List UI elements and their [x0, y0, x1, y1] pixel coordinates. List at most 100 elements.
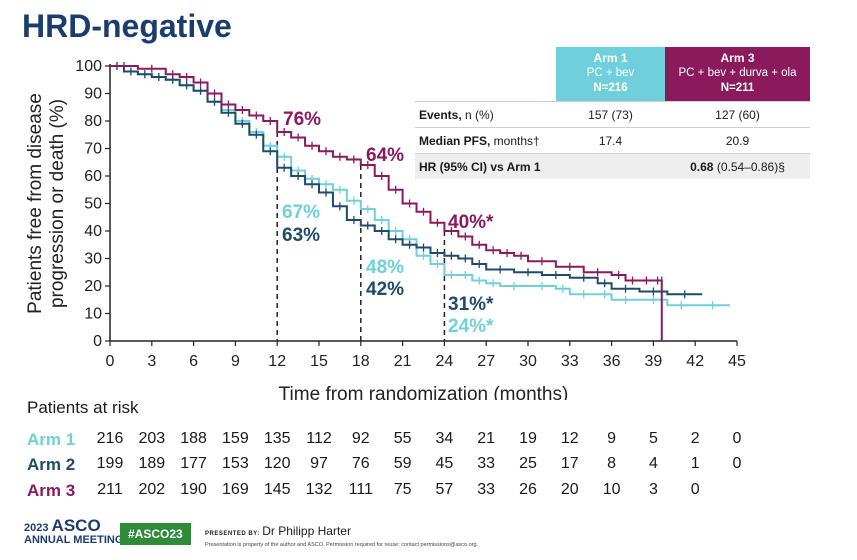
risk-table-title: Patients at risk	[27, 398, 139, 417]
annotation-label: 31%*	[448, 294, 494, 315]
stats-cell: 20.9	[725, 133, 750, 148]
logo-org: ASCO	[51, 516, 101, 535]
presenter: PRESENTED BY: Dr Philipp Harter	[205, 524, 351, 538]
y-tick-label: 0	[93, 333, 102, 350]
arm1-header: Arm 1 PC + bev N=216	[556, 47, 665, 101]
risk-value: 2	[690, 430, 700, 447]
y-tick-label: 90	[84, 86, 102, 103]
risk-value: 159	[222, 430, 249, 447]
risk-value: 120	[263, 455, 291, 472]
arm3-header: Arm 3 PC + bev + durva + ola N=211	[665, 47, 810, 101]
risk-row-label: Arm 2	[27, 455, 76, 474]
risk-value: 34	[435, 430, 454, 447]
arm3-header-n: N=211	[720, 82, 755, 94]
annotation-label: 64%	[366, 145, 404, 166]
risk-value: 0	[732, 455, 742, 472]
risk-value: 59	[393, 455, 412, 472]
y-tick-label: 50	[84, 196, 102, 213]
x-tick-label: 33	[561, 353, 579, 370]
risk-value: 153	[222, 455, 249, 472]
y-tick-label: 60	[84, 168, 102, 185]
hr-value: 0.68	[690, 159, 714, 174]
risk-value: 3	[648, 481, 658, 498]
annotation-label: 76%	[283, 109, 321, 130]
risk-value: 199	[96, 455, 124, 472]
risk-value: 211	[97, 481, 123, 498]
arm3-header-regimen: PC + bev + durva + ola	[678, 67, 797, 79]
risk-value: 202	[138, 481, 166, 498]
x-tick-label: 39	[645, 353, 663, 370]
risk-value: 9	[607, 430, 617, 447]
annotation-label: 40%*	[448, 212, 494, 233]
presented-by-label: PRESENTED BY:	[205, 531, 260, 537]
risk-row: Arm 3 211 202 190 169 145 132 111 75 57 33 26 20 10 3 0	[0, 481, 857, 503]
x-tick-label: 27	[477, 353, 495, 370]
y-tick-label: 100	[75, 58, 102, 75]
risk-value: 203	[138, 430, 166, 447]
risk-value: 97	[310, 455, 328, 472]
stats-table: Arm 1 PC + bev N=216 Arm 3 PC + bev + du…	[415, 47, 810, 179]
risk-value: 92	[351, 430, 370, 447]
x-tick-label: 21	[394, 353, 412, 370]
risk-value: 135	[263, 430, 291, 447]
risk-value: 1	[690, 455, 700, 472]
asco-logo: 2023 ASCO ANNUAL MEETING	[24, 517, 124, 546]
risk-value: 12	[560, 430, 579, 447]
risk-value: 76	[351, 455, 370, 472]
risk-value: 145	[263, 481, 291, 498]
page-title: HRD-negative	[22, 8, 232, 44]
copyright-note: Presentation is property of the author a…	[205, 542, 479, 548]
risk-value: 55	[393, 430, 412, 447]
logo-meeting: ANNUAL MEETING	[24, 534, 124, 546]
stats-row-hr: HR (95% CI) vs Arm 1 0.68 (0.54–0.86)§	[415, 153, 810, 179]
hashtag-badge: #ASCO23	[120, 523, 191, 545]
stats-label: HR (95% CI) vs Arm 1	[419, 159, 541, 174]
risk-value: 5	[648, 430, 658, 447]
y-axis-title-line2: progression or death (%)	[47, 99, 68, 308]
y-tick-label: 30	[84, 251, 102, 268]
risk-value: 132	[305, 481, 333, 498]
stats-label: Events,	[419, 107, 462, 122]
y-tick-label: 20	[84, 278, 102, 295]
risk-value: 169	[222, 481, 249, 498]
x-tick-label: 0	[106, 353, 115, 370]
risk-value: 45	[435, 455, 454, 472]
arm1-header-name: Arm 1	[593, 51, 628, 65]
risk-value: 26	[519, 481, 537, 498]
risk-value: 111	[348, 481, 373, 498]
risk-row: Arm 1 216 203 188 159 135 112 92 55 34 21 19 12 9 5 2 0	[0, 430, 857, 452]
x-tick-label: 42	[686, 353, 704, 370]
risk-value: 4	[648, 455, 658, 472]
risk-row-label: Arm 1	[27, 430, 76, 449]
x-tick-label: 45	[728, 353, 746, 370]
risk-value: 20	[560, 481, 579, 498]
stats-row-median-pfs: Median PFS, months† 17.4 20.9	[415, 127, 810, 153]
stats-row-events: Events, n (%) 157 (73) 127 (60)	[415, 101, 810, 127]
risk-value: 10	[602, 481, 621, 498]
risk-value: 8	[607, 455, 617, 472]
annotation-label: 63%	[282, 225, 320, 246]
y-tick-label: 10	[84, 306, 102, 323]
risk-row: Arm 2 199 189 177 153 120 97 76 59 45 33 25 17 8 4 1 0	[0, 455, 857, 477]
risk-value: 17	[560, 455, 579, 472]
risk-value: 75	[393, 481, 412, 498]
x-tick-label: 9	[231, 353, 240, 370]
x-tick-label: 30	[519, 353, 537, 370]
y-tick-label: 70	[84, 141, 102, 158]
annotation-label: 42%	[366, 279, 404, 300]
risk-value: 216	[96, 430, 124, 447]
x-tick-label: 36	[603, 353, 621, 370]
stats-label-unit: months†	[490, 133, 540, 148]
risk-value: 112	[306, 430, 332, 447]
y-axis-title-line1: Patients free from disease	[25, 93, 46, 314]
x-tick-label: 3	[147, 353, 156, 370]
km-curve-arm-3	[110, 65, 663, 341]
risk-value: 0	[690, 481, 700, 498]
x-tick-label: 6	[189, 353, 198, 370]
annotation-label: 48%	[366, 257, 404, 278]
arm1-header-n: N=216	[593, 82, 628, 94]
x-tick-label: 24	[436, 353, 454, 370]
risk-value: 33	[477, 455, 496, 472]
risk-row-label: Arm 3	[27, 481, 76, 500]
stats-cell: 157 (73)	[588, 107, 633, 122]
